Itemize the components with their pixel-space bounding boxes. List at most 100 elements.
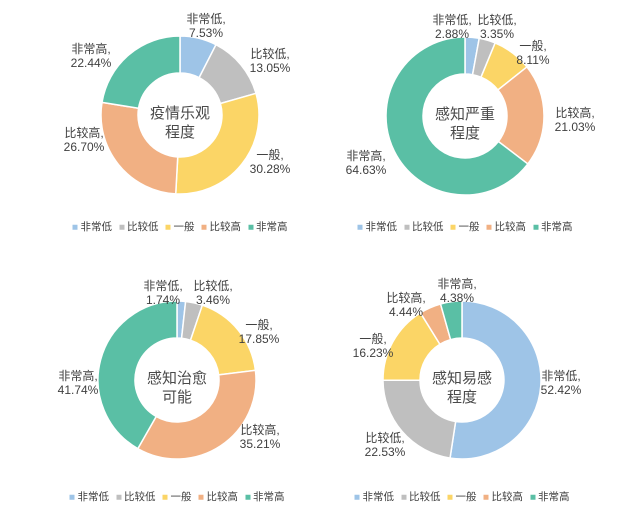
legend-label: 非常低 [80,220,113,233]
donut-chart-cure-possibility: 非常低, 1.74% 比较低, 3.46% 一般, 17.85% 比较高, 35.21% 非常高… [0,262,310,525]
slice-label-category: 非常低, [432,13,471,27]
slice-label-value: 4.38% [440,291,474,305]
donut-center-title: 感知易感程度 [432,370,492,406]
slice-label-value: 13.05% [250,61,291,75]
legend-item-比较低: 比较低 [116,492,156,503]
legend-label: 非常高 [256,220,288,233]
legend-item-非常高: 非常高 [533,222,573,233]
donut-svg-2: 非常低, 2.88%比较低, 3.35%一般, 8.11% 比较高, 21.03% 非常高,… [346,12,596,196]
legend-swatch-icon [404,224,409,230]
slice-label-category: 比较低, [477,12,516,27]
legend-item-比较高: 比较高 [201,222,241,233]
legend-swatch-icon [119,224,124,230]
legend-item-比较低: 比较低 [404,222,444,233]
slice-label-一般: 一般, 8.11% [516,38,549,67]
legend-label: 非常低 [362,490,395,503]
legend-label: 比较高 [494,220,527,233]
legend-item-一般: 一般 [450,222,480,233]
slice-label-比较高: 比较高, 4.44% [386,290,425,319]
legend-item-一般: 一般 [162,492,192,503]
legend-item-非常低: 非常低 [357,220,398,233]
legend-label: 非常低 [77,490,110,503]
legend-swatch-icon [69,494,75,500]
legend-3: 非常低 比较低 一般 比较高 非常高 [69,490,285,503]
legend-swatch-icon [447,494,453,500]
legend-item-比较高: 比较高 [483,490,524,503]
slice-label-一般: 一般, 30.28% [250,147,291,176]
slice-label-非常低: 非常低, 1.74% [143,279,182,307]
donut-center-title-line: 感知严重 [435,106,495,123]
legend-label: 非常低 [365,220,398,233]
slice-label-value: 3.46% [196,293,230,307]
legend-swatch-icon [116,494,121,500]
legend-swatch-icon [357,224,363,230]
slice-label-比较高: 比较高, 21.03% [555,105,596,134]
legend-label: 比较高 [206,490,239,503]
slice-label-非常高: 非常高, 41.74% [58,368,99,397]
slice-label-非常低: 非常低, 2.88% [432,13,471,41]
legend-swatch-icon [165,224,171,230]
donut-center-title-line: 感知易感 [432,370,492,387]
slice-label-value: 22.44% [71,56,112,70]
slice-label-category: 比较高, [64,125,103,140]
donut-svg-4: 非常低, 52.42% 比较低, 22.53% 一般, 16.23% 比较高, 4.44% 非常… [353,276,582,460]
slice-label-value: 64.63% [346,163,387,177]
legend-item-非常低: 非常低 [69,490,110,503]
donut-svg-1: 非常低, 7.53% 比较低, 13.05% 一般, 30.28% 比较高, 26.70% 非常… [64,12,291,195]
donut-center-title-line: 可能 [162,389,192,406]
slice-label-category: 比较高, [555,105,594,120]
slice-label-比较高: 比较高, 35.21% [240,422,281,451]
legend-1: 非常低 比较低 一般 比较高 非常高 [72,220,288,233]
donut-center-title-line: 程度 [447,389,477,406]
legend-2: 非常低 比较低 一般 比较高 非常高 [357,220,573,233]
legend-item-一般: 一般 [165,222,195,233]
legend-item-比较高: 比较高 [198,490,239,503]
slice-label-比较低: 比较低, 22.53% [365,430,406,459]
legend-label: 非常高 [253,490,285,503]
slice-label-value: 1.74% [146,293,180,307]
slice-label-category: 一般, [519,38,546,53]
slice-label-category: 非常高, [71,41,110,56]
slice-label-非常高: 非常高, 4.38% [437,276,476,305]
slice-label-非常低: 非常低, 7.53% [186,12,225,40]
legend-label: 比较高 [491,490,524,503]
slice-label-category: 比较高, [386,290,425,305]
legend-swatch-icon [245,494,250,500]
slice-label-value: 35.21% [240,437,281,451]
donut-slice-非常低 [449,300,542,460]
legend-swatch-icon [450,224,456,230]
slice-label-category: 非常低, [186,12,225,26]
legend-swatch-icon [72,224,78,230]
donut-slice-非常高 [439,300,463,341]
slice-label-一般: 一般, 16.23% [353,331,394,360]
donut-chart-severity: 非常低, 2.88% 比较低, 3.35% 一般, 8.11% 比较高, 21.03% 非常高,… [310,0,620,263]
legend-label: 非常高 [541,220,573,233]
legend-swatch-icon [483,494,489,500]
donut-center-title-line: 感知治愈 [147,370,207,387]
slice-label-比较低: 比较低, 3.46% [193,278,232,307]
legend-swatch-icon [248,224,253,230]
slice-label-category: 非常高, [437,276,476,291]
slice-label-比较低: 比较低, 3.35% [477,12,516,41]
legend-label: 比较低 [412,220,444,233]
slice-label-value: 4.44% [389,305,423,319]
slice-label-category: 一般, [359,331,386,346]
legend-item-非常高: 非常高 [248,222,288,233]
slice-label-category: 非常高, [346,148,385,163]
legend-4: 非常低 比较低 一般 比较高 非常高 [354,490,570,503]
legend-swatch-icon [533,224,538,230]
slice-label-一般: 一般, 17.85% [239,317,280,346]
legend-label: 一般 [455,490,477,503]
slice-label-category: 非常低, [143,279,182,293]
slice-label-value: 8.11% [516,53,549,67]
legend-swatch-icon [198,494,204,500]
legend-swatch-icon [401,494,406,500]
donut-center-title: 感知严重程度 [435,106,495,142]
slice-label-category: 非常低, [541,369,580,383]
legend-swatch-icon [201,224,207,230]
slice-label-非常高: 非常高, 22.44% [71,41,112,70]
slice-label-非常高: 非常高, 64.63% [346,148,387,177]
slice-label-category: 一般, [245,317,272,332]
legend-label: 比较低 [409,490,441,503]
